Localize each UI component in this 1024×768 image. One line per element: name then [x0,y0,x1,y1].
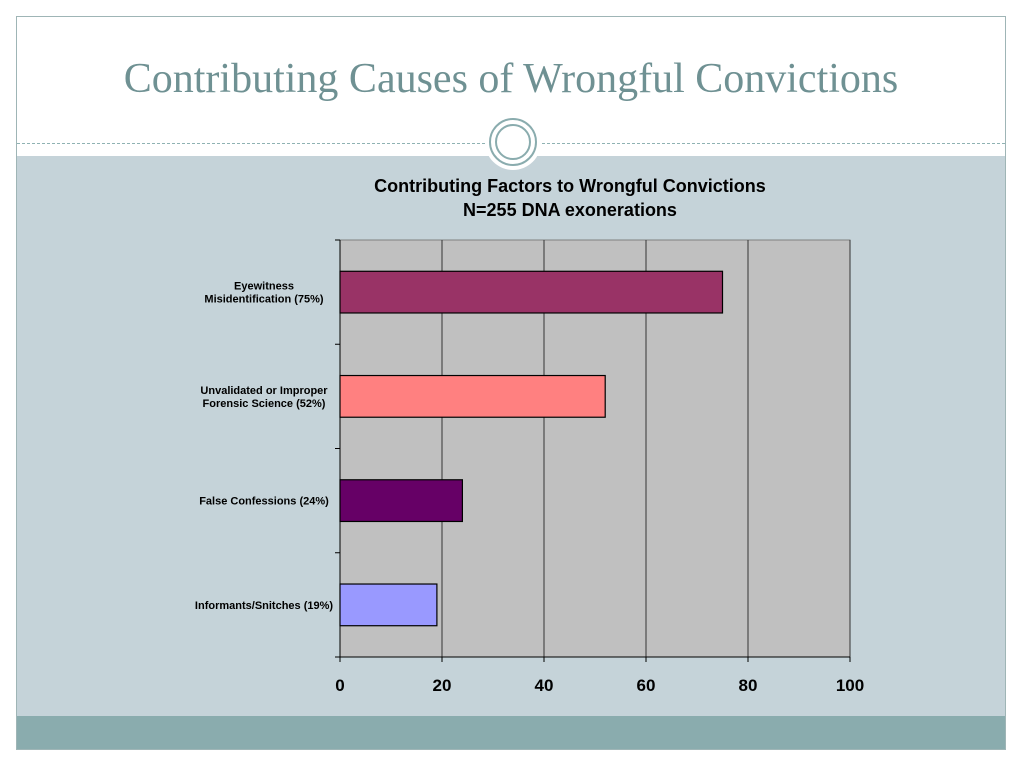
bar [339,270,724,314]
category-label: Informants/Snitches (19%) [195,600,333,612]
x-tick-label: 60 [637,676,656,695]
category-label: False Confessions (24%) [199,496,329,508]
x-tick-label: 40 [535,676,554,695]
x-tick-label: 80 [739,676,758,695]
bar [339,479,464,523]
bar [339,583,438,627]
x-tick-label: 100 [836,676,864,695]
slide-title: Contributing Causes of Wrongful Convicti… [123,56,899,102]
x-tick-label: 0 [335,676,344,695]
category-label: Unvalidated or Improper [200,385,328,397]
chart-title: Contributing Factors to Wrongful Convict… [374,176,766,196]
x-tick-label: 20 [433,676,452,695]
category-label: Eyewitness [234,281,294,293]
divider-ornament [485,114,541,170]
category-label: Misidentification (75%) [204,294,324,306]
footer-band [17,716,1005,749]
category-label: Forensic Science (52%) [203,398,326,410]
ornament-inner-ring [495,124,531,160]
ornament-outer-ring [489,118,537,166]
plot-area: 0 20 40 60 80 100 EyewitnessMisidentification … [195,239,864,695]
chart-subtitle: N=255 DNA exonerations [463,200,677,220]
bar [339,374,606,418]
